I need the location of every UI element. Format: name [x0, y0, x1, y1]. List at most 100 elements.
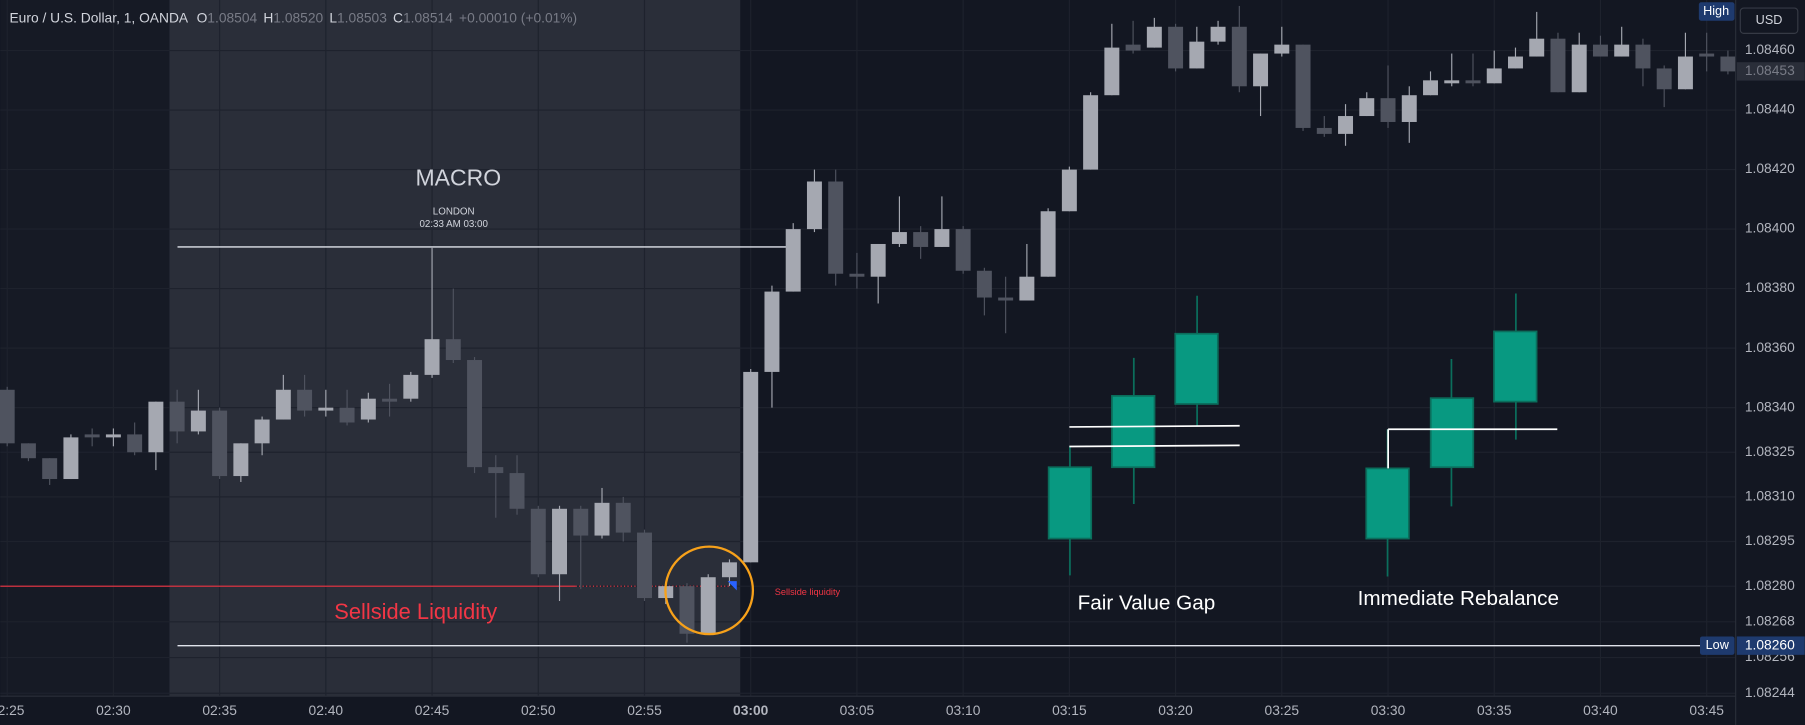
- candle-body: [148, 401, 164, 453]
- sellside-small-label: Sellside liquidity: [775, 587, 841, 597]
- candle-body: [190, 410, 206, 432]
- session-time: 02:33 AM 03:00: [419, 219, 488, 230]
- candle-body: [1189, 41, 1205, 69]
- x-tick-label: 02:50: [521, 703, 556, 718]
- candle-body: [1444, 80, 1460, 84]
- candle-body: [360, 398, 376, 420]
- candle-body: [254, 419, 270, 444]
- candle-body: [1486, 68, 1502, 84]
- candle-body: [1019, 276, 1035, 301]
- candle-body: [891, 232, 907, 244]
- symbol: Euro / U.S. Dollar, 1, OANDA: [9, 10, 188, 25]
- candle-body: [1253, 53, 1269, 87]
- candle-body: [1465, 80, 1481, 84]
- ohlc-key: H: [263, 10, 273, 25]
- fvg-illustration: [1047, 295, 1219, 576]
- low-tag-bg: [1700, 636, 1735, 655]
- candle-body: [849, 273, 865, 277]
- candle-body: [488, 467, 504, 474]
- low-tag: Low: [1706, 638, 1730, 652]
- candle-body: [1359, 98, 1375, 117]
- y-tick-label: 1.08280: [1745, 578, 1795, 593]
- candle-body: [934, 229, 950, 247]
- y-tick-label: 1.08440: [1745, 102, 1795, 117]
- candle-body: [1125, 44, 1141, 51]
- candle-body: [42, 458, 58, 480]
- price-axis-bg: [1735, 0, 1805, 725]
- x-tick-label: 02:40: [309, 703, 344, 718]
- currency-button[interactable]: [1739, 7, 1799, 34]
- candle-body: [1146, 26, 1162, 48]
- candle-body: [1677, 56, 1693, 90]
- candle-body: [1699, 53, 1715, 57]
- x-tick-label: 03:00: [733, 703, 769, 718]
- last-price-bg: [1736, 62, 1805, 81]
- illustration-body: [1493, 330, 1538, 403]
- candle-body: [233, 443, 249, 477]
- candle-body: [445, 339, 461, 361]
- candle-body: [913, 232, 929, 247]
- grid: [0, 0, 1736, 697]
- candle-body: [552, 508, 567, 575]
- candle-body: [785, 229, 801, 292]
- candle-body: [1040, 211, 1056, 277]
- candle-body: [870, 243, 886, 277]
- candle-body: [1231, 26, 1247, 87]
- candle-body: [764, 291, 780, 372]
- candle-body: [275, 389, 291, 420]
- candle-body: [1338, 116, 1354, 134]
- gap-line: [1069, 424, 1240, 428]
- candle-body: [955, 229, 971, 271]
- candle-body: [594, 502, 610, 536]
- gap-line: [1069, 444, 1240, 448]
- rebalance-illustration: [1365, 293, 1538, 577]
- highlight-circle: [664, 545, 755, 636]
- candle-body: [127, 434, 143, 453]
- candle-body: [1592, 44, 1608, 57]
- y-tick-label: 1.08400: [1745, 221, 1795, 236]
- candle-body: [743, 371, 759, 563]
- ohlc-value: 1.08514: [403, 10, 453, 25]
- x-tick-label: 03:20: [1158, 703, 1193, 718]
- candle-body: [1614, 44, 1630, 57]
- ohlc-value: 1.08504: [207, 10, 257, 25]
- candle-body: [679, 586, 695, 634]
- change: +0.00010 (+0.01%): [459, 10, 577, 25]
- candle-body: [976, 270, 992, 298]
- ohlc-key: L: [329, 10, 337, 25]
- candle-body: [1635, 44, 1651, 69]
- candle-body: [1104, 47, 1120, 96]
- candle-body: [63, 437, 79, 480]
- x-tick-label: 03:35: [1477, 703, 1512, 718]
- axes: 1.08460 1.08440 1.08420 1.08400 1.08380 1.083…: [0, 42, 1805, 718]
- candle-body: [1274, 44, 1290, 54]
- x-tick-label: 03:25: [1265, 703, 1300, 718]
- levels: [0, 246, 1702, 647]
- candle-body: [700, 577, 716, 634]
- plot: [0, 5, 1736, 643]
- x-tick-label: 02:45: [415, 703, 450, 718]
- candle-body: [530, 508, 546, 575]
- y-tick-label: 1.08340: [1745, 399, 1795, 414]
- candle-body: [212, 410, 228, 477]
- y-tick-label: 1.08460: [1745, 42, 1795, 57]
- candle-body: [1508, 56, 1523, 69]
- y-tick-label: 1.08360: [1745, 340, 1795, 355]
- header: Euro / U.S. Dollar, 1, OANDA O1.08504 H 1…: [9, 10, 577, 25]
- candle-body: [169, 401, 185, 432]
- candle-body: [1529, 38, 1545, 57]
- y-tick-label: 1.08268: [1745, 613, 1795, 628]
- y-tick-label: 1.08244: [1745, 685, 1795, 700]
- candle-body: [382, 398, 398, 402]
- candle-body: [0, 389, 15, 444]
- candle-body: [1423, 80, 1438, 96]
- candle-body: [806, 181, 822, 230]
- ohlc-key: O: [197, 10, 208, 25]
- candle-body: [1295, 44, 1311, 128]
- candle-body: [721, 562, 737, 578]
- candle-body: [297, 389, 313, 411]
- x-tick-label: 02:55: [627, 703, 662, 718]
- candle-body: [1380, 98, 1396, 122]
- candle-body: [1316, 127, 1332, 134]
